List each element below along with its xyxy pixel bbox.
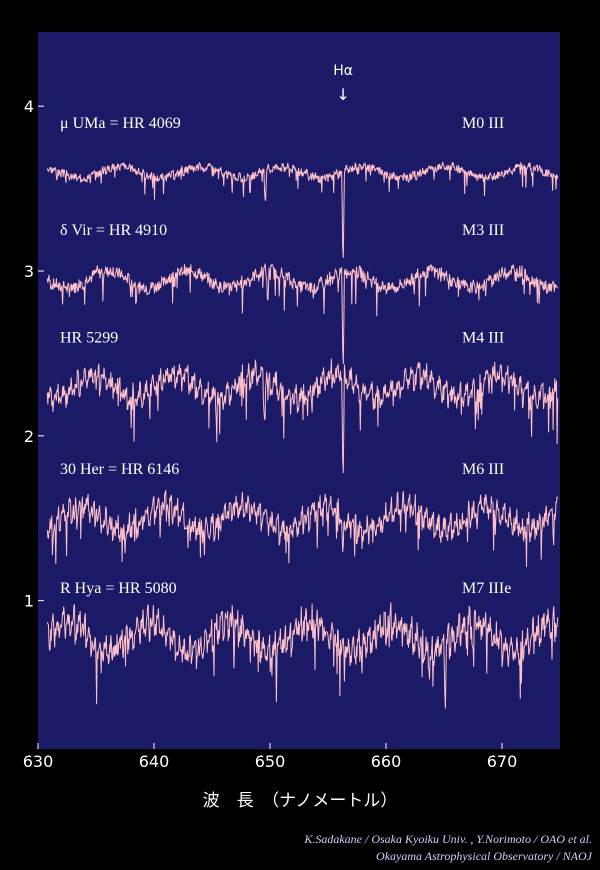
series-name-label: δ Vir = HR 4910 [60,222,167,239]
credit-line-2: Okayama Astrophysical Observatory / NAOJ [376,849,593,863]
x-tick-label: 630 [23,752,54,771]
x-axis-label: 波 長 （ナノメートル） [203,791,398,811]
y-tick-label: 4 [24,97,34,116]
series-name-label: HR 5299 [60,329,118,346]
halpha-annotation: Hα ↓ [333,63,353,104]
series-labels: μ UMa = HR 4069 M0 III δ Vir = HR 4910 M3 I… [60,115,511,597]
credit-line-1: K.Sadakane / Osaka Kyoiku Univ. , Y.Nori… [303,832,592,846]
halpha-arrow-icon: ↓ [336,85,349,104]
series-name-label: R Hya = HR 5080 [60,580,177,597]
spectral-type-label: M7 IIIe [462,580,511,597]
spectrum-line [46,490,559,567]
spectrum-line [46,358,559,474]
series-name-label: 30 Her = HR 6146 [60,461,179,478]
x-tick-label: 640 [139,752,170,771]
spectrum-line [46,263,559,365]
spectrum-line [46,161,559,258]
y-tick-label: 3 [24,262,34,281]
series-name-label: μ UMa = HR 4069 [60,115,181,132]
axis-ticks: 630 640 650 660 670 1 2 3 4 [23,97,518,771]
x-tick-label: 650 [255,752,286,771]
spectral-type-label: M6 III [462,461,504,478]
spectrum-line [46,602,559,709]
y-tick-label: 1 [24,592,34,611]
x-tick-label: 670 [487,752,518,771]
spectral-type-label: M3 III [462,222,504,239]
spectral-type-label: M4 III [462,329,504,346]
halpha-label: Hα [333,63,353,79]
spectra-series [46,161,559,709]
spectral-type-label: M0 III [462,115,504,132]
x-tick-label: 660 [371,752,402,771]
y-tick-label: 2 [24,427,34,446]
